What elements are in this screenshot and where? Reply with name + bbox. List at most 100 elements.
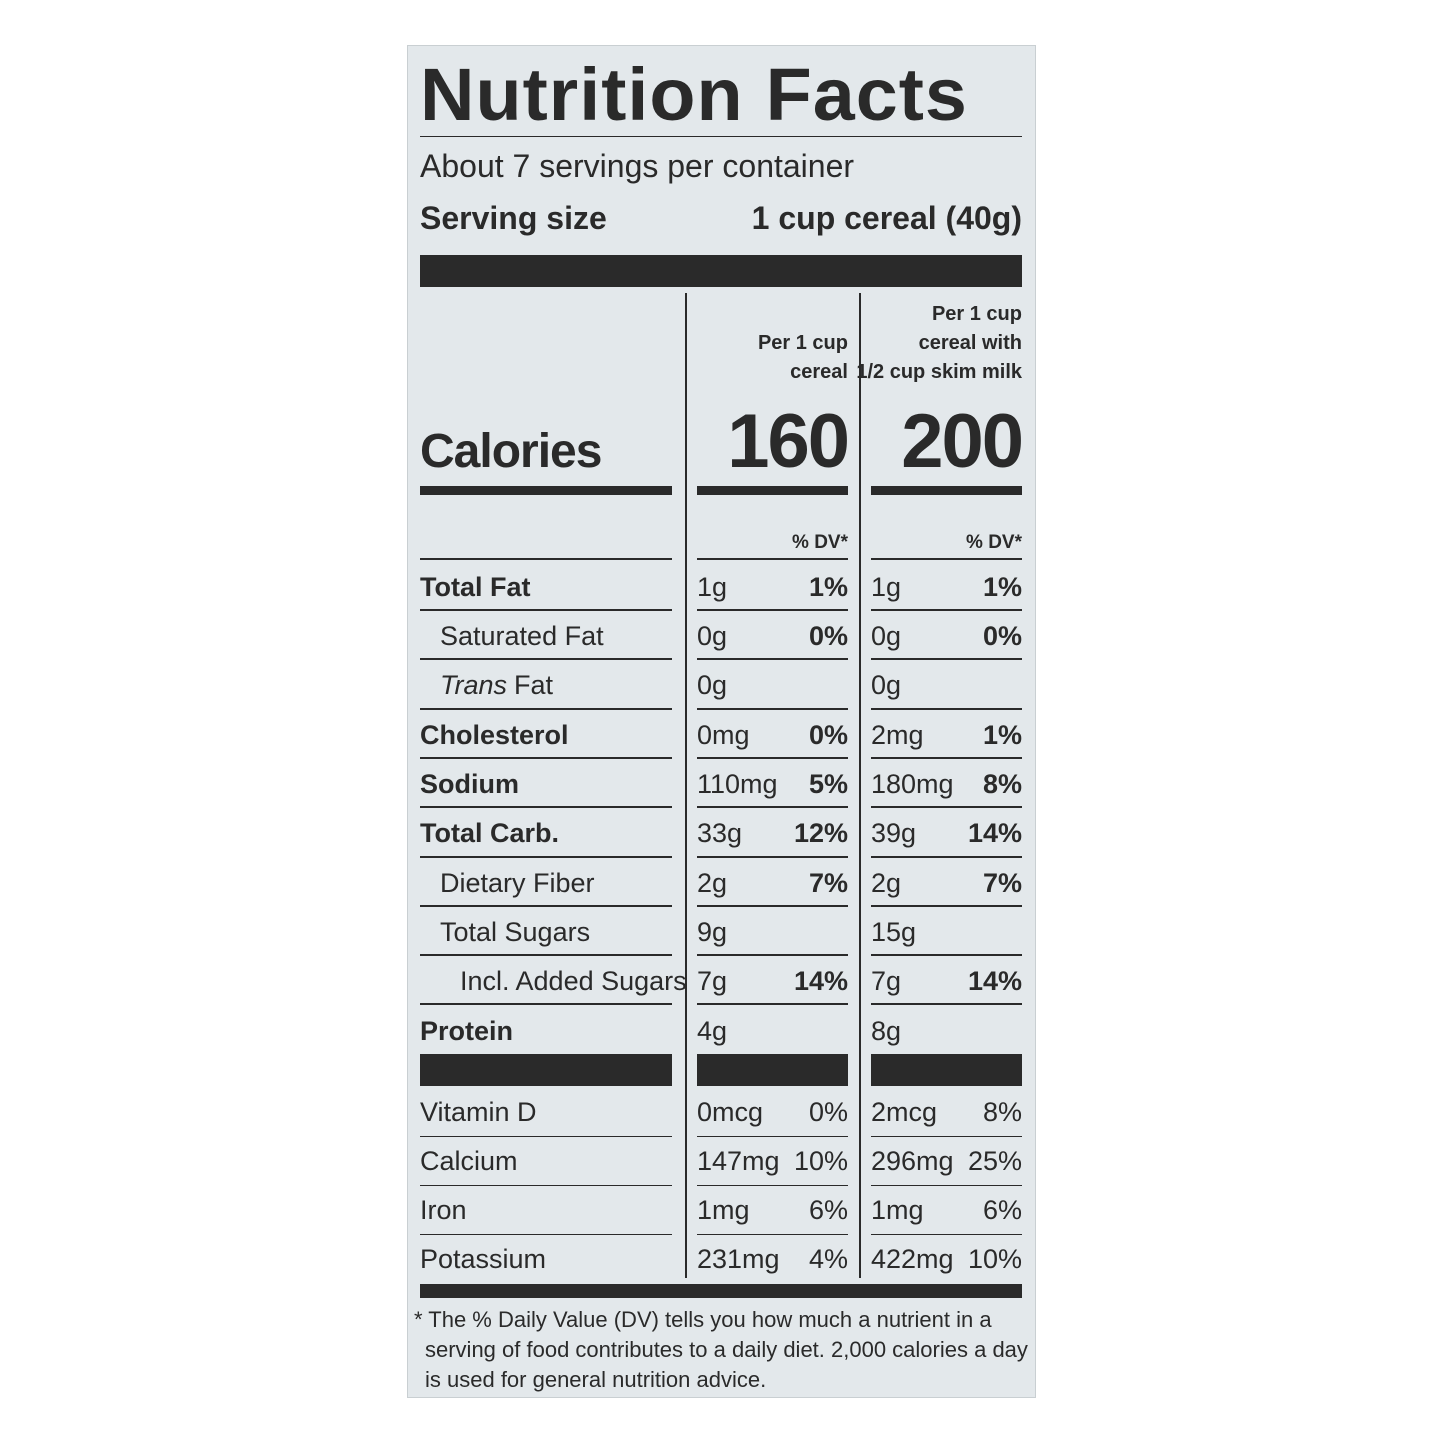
footnote: is used for general nutrition advice. [425,1366,767,1392]
rule [871,1003,1022,1006]
rule [420,255,1022,287]
daily-value: 0% [808,1096,848,1127]
rule [871,1136,1022,1137]
rule [697,1185,848,1186]
amount: 147mg [697,1145,780,1176]
daily-value: 10% [967,1243,1022,1274]
nutrient-name: Protein [420,1015,514,1046]
rule [871,609,1022,611]
column-header: 1/2 cup skim milk [856,361,1022,383]
rule [420,658,672,661]
daily-value: 12% [793,818,848,849]
vitamin-name: Potassium [420,1243,547,1274]
rule [420,1054,672,1086]
rule [420,1284,1022,1298]
rule [871,855,1022,858]
rule [697,707,848,710]
rule [871,486,1022,495]
daily-value: 14% [967,966,1022,997]
rule [871,658,1022,661]
amount: 2g [697,867,728,898]
rule [685,293,687,1278]
amount: 9g [697,916,728,947]
rule [859,293,861,1278]
nutrient-name: Total Fat [420,571,531,602]
nutrient-name: Trans [440,670,508,701]
amount: 422mg [871,1243,954,1274]
rule [871,1234,1022,1235]
daily-value: 14% [793,966,848,997]
rule [420,1234,672,1235]
daily-value: 1% [982,719,1022,750]
column-header: cereal with [918,332,1022,354]
daily-value: 1% [982,571,1022,602]
column-header: Per 1 cup [931,303,1022,325]
rule [871,558,1022,560]
rule [420,1185,672,1186]
rule [420,756,672,759]
nutrient-name: Cholesterol [420,719,569,750]
rule [420,855,672,858]
daily-value: 7% [808,867,848,898]
daily-value: 8% [982,1096,1022,1127]
amount: 0g [871,621,902,652]
nutrient-name: Dietary Fiber [440,867,595,898]
amount: 0g [697,621,728,652]
daily-value: 10% [793,1145,848,1176]
rule [420,904,672,907]
amount: 39g [871,818,917,849]
rule [697,855,848,858]
daily-value: 6% [808,1194,848,1225]
rule [697,1003,848,1006]
daily-value: 14% [967,818,1022,849]
rule [697,609,848,611]
rule [420,806,672,809]
amount: 7g [871,966,902,997]
amount: 1g [697,571,728,602]
rule [420,707,672,710]
daily-value: 6% [982,1194,1022,1225]
amount: 7g [697,966,728,997]
dv-header: % DV* [966,531,1022,553]
vitamin-name: Calcium [420,1145,518,1176]
daily-value: 1% [808,571,848,602]
amount: 0mg [697,719,750,750]
daily-value: 5% [808,769,848,799]
nutrient-name: Saturated Fat [440,621,604,652]
footnote: * The % Daily Value (DV) tells you how m… [414,1306,992,1332]
daily-value: 8% [982,769,1022,799]
rule [420,136,1022,137]
nutrient-name: Total Carb. [420,818,560,849]
rule [697,806,848,809]
footnote: serving of food contributes to a daily d… [425,1336,1028,1362]
amount: 180mg [871,769,954,799]
vitamin-name: Iron [420,1194,467,1225]
calories-label: Calories [420,425,602,479]
amount: 1mg [697,1194,750,1225]
amount: 15g [871,916,917,947]
nutrient-name: Total Sugars [440,916,591,947]
rule [697,558,848,560]
amount: 4g [697,1015,728,1046]
rule [697,1054,848,1086]
rule [420,486,672,495]
vitamin-name: Vitamin D [420,1096,537,1127]
column-header: Per 1 cup [757,332,848,354]
daily-value: 4% [808,1243,848,1274]
rule [871,904,1022,907]
rule [871,954,1022,957]
rule [871,806,1022,809]
daily-value: 7% [982,867,1022,898]
amount: 110mg [697,769,778,799]
amount: 296mg [871,1145,954,1176]
rule [697,658,848,661]
amount: 1mg [871,1194,924,1225]
calories-value: 200 [901,399,1024,485]
amount: 33g [697,818,743,849]
rule [697,756,848,759]
calories-value: 160 [727,399,850,485]
amount: 2mg [871,719,924,750]
column-header: cereal [790,361,848,383]
rule [697,954,848,957]
